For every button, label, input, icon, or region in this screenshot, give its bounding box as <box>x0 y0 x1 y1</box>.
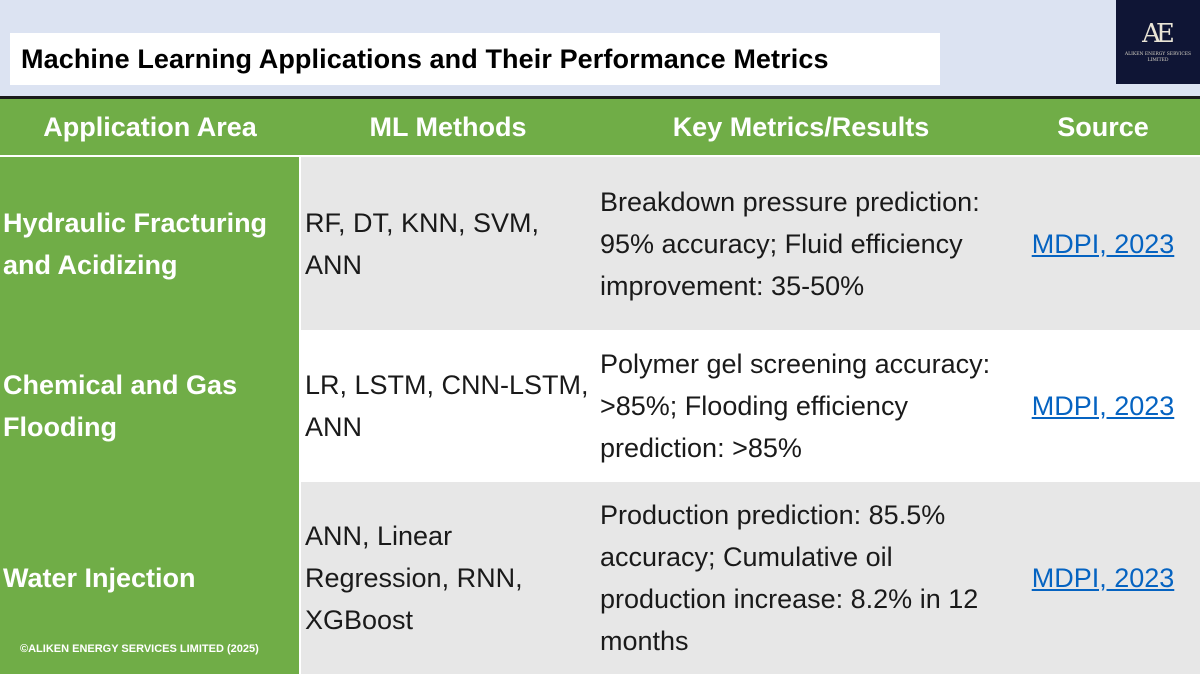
source-link[interactable]: MDPI, 2023 <box>1031 563 1175 593</box>
ml-methods-cell: RF, DT, KNN, SVM, ANN <box>300 156 596 330</box>
key-metrics-cell: Production prediction: 85.5% accuracy; C… <box>596 482 1006 674</box>
source-cell: MDPI, 2023 <box>1006 156 1200 330</box>
table-row: Water Injection ANN, Linear Regression, … <box>0 482 1200 674</box>
key-metrics-cell: Polymer gel screening accuracy: >85%; Fl… <box>596 330 1006 482</box>
table-row: Chemical and Gas Flooding LR, LSTM, CNN-… <box>0 330 1200 482</box>
application-area-cell: Chemical and Gas Flooding <box>0 330 301 482</box>
header-rule <box>0 96 1200 99</box>
application-area-cell: Water Injection <box>0 482 301 674</box>
header-source: Source <box>1006 99 1200 157</box>
header-application-area: Application Area <box>0 99 300 157</box>
logo-text: ALIKEN ENERGY SERVICES LIMITED <box>1124 51 1192 63</box>
company-logo: AE ALIKEN ENERGY SERVICES LIMITED <box>1116 0 1200 84</box>
ml-methods-cell: LR, LSTM, CNN-LSTM, ANN <box>300 330 596 482</box>
title-box: Machine Learning Applications and Their … <box>10 33 940 85</box>
header-key-metrics: Key Metrics/Results <box>596 99 1006 157</box>
ml-applications-table: Application Area ML Methods Key Metrics/… <box>0 99 1200 674</box>
copyright-notice: ©ALIKEN ENERGY SERVICES LIMITED (2025) <box>20 643 259 655</box>
application-area-cell: Hydraulic Fracturing and Acidizing <box>0 156 301 330</box>
source-link[interactable]: MDPI, 2023 <box>1031 391 1175 421</box>
header-ml-methods: ML Methods <box>300 99 596 157</box>
table-row: Hydraulic Fracturing and Acidizing RF, D… <box>0 156 1200 330</box>
key-metrics-cell: Breakdown pressure prediction: 95% accur… <box>596 156 1006 330</box>
table-header-row: Application Area ML Methods Key Metrics/… <box>0 99 1200 157</box>
source-cell: MDPI, 2023 <box>1006 482 1200 674</box>
source-link[interactable]: MDPI, 2023 <box>1031 228 1175 259</box>
source-cell: MDPI, 2023 <box>1006 330 1200 482</box>
page-title: Machine Learning Applications and Their … <box>21 43 829 74</box>
ml-methods-cell: ANN, Linear Regression, RNN, XGBoost <box>300 482 596 674</box>
logo-mark: AE <box>1142 18 1175 49</box>
